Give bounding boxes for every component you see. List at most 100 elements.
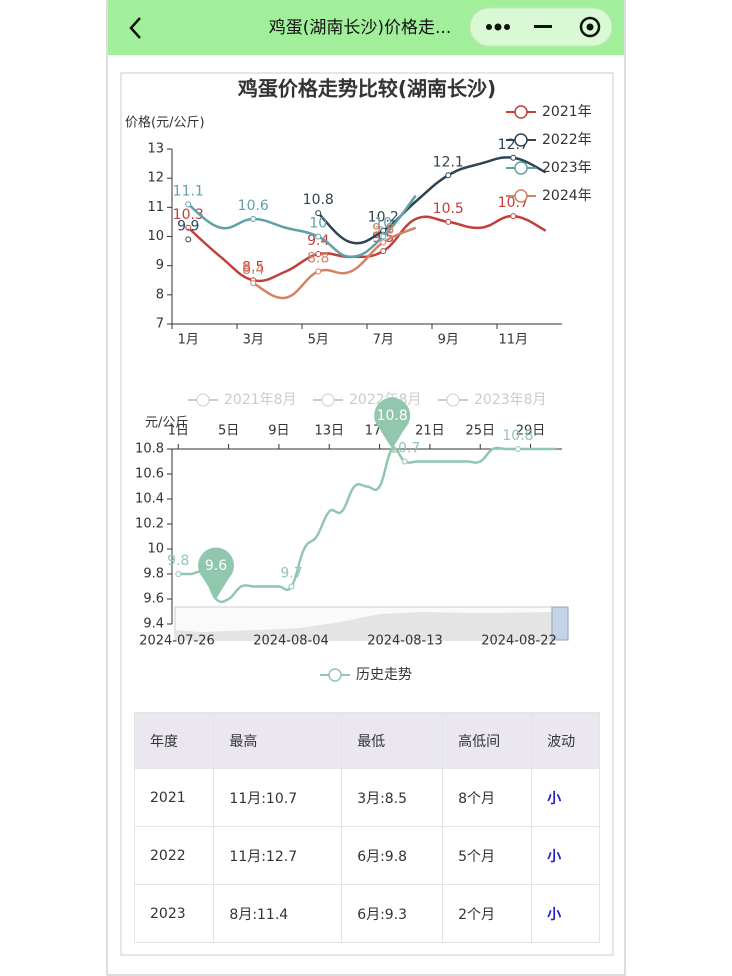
header-cell: 最高 xyxy=(213,712,343,769)
y-tick-label: 10.4 xyxy=(135,492,164,507)
point xyxy=(315,268,322,275)
value-label: 9.8 xyxy=(372,221,394,237)
more-button[interactable] xyxy=(486,23,510,31)
value-label: 8.4 xyxy=(242,262,264,278)
y-tick-label: 10.8 xyxy=(135,442,164,457)
x-tick-label: 3月 xyxy=(243,333,264,348)
table-cell: 3月:8.5 xyxy=(341,768,444,827)
cell-text: 2个月 xyxy=(458,906,496,923)
x-tick-label: 1日 xyxy=(168,424,189,439)
point xyxy=(380,248,387,255)
table-row: 2023 8月:11.4 6月:9.3 2个月 小 xyxy=(133,884,600,943)
cell-text: 2021 xyxy=(150,789,186,806)
table-cell: 小 xyxy=(531,884,600,943)
value-label: 10.2 xyxy=(368,210,399,226)
point xyxy=(401,458,408,465)
value-label: 10 xyxy=(309,216,327,232)
volatility-flag: 小 xyxy=(547,906,562,923)
point xyxy=(380,227,387,234)
y-tick-label: 9.4 xyxy=(143,617,164,632)
cell-text: 6月:9.8 xyxy=(357,848,408,865)
close-button[interactable] xyxy=(579,16,601,38)
table-cell: 2023 xyxy=(133,884,215,943)
legend-marker xyxy=(328,668,342,682)
y-tick-label: 11 xyxy=(147,200,164,215)
x-tick-label: 25日 xyxy=(465,424,495,439)
y-axis-label: 元/公斤 xyxy=(145,416,188,431)
cell-text: 8月:11.4 xyxy=(229,906,289,923)
cell-text: 5个月 xyxy=(458,848,496,865)
point xyxy=(315,210,322,217)
header-cell: 高低间 xyxy=(442,712,533,769)
y-tick-label: 7 xyxy=(156,317,164,332)
legend-label: 2021年 xyxy=(542,104,592,120)
cell-text: 2022 xyxy=(150,847,186,864)
legend-marker xyxy=(514,161,528,175)
x-tick-label: 29日 xyxy=(516,424,546,439)
y-axis-label: 价格(元/公斤) xyxy=(125,115,205,131)
table-cell: 11月:10.7 xyxy=(213,768,343,827)
minimize-button[interactable] xyxy=(534,25,552,28)
value-label: 9.7 xyxy=(280,566,302,582)
cell-text: 2023 xyxy=(150,905,186,922)
table-cell: 2个月 xyxy=(442,884,533,943)
table-cell: 8月:11.4 xyxy=(213,884,343,943)
x-tick-label: 9日 xyxy=(268,424,289,439)
value-label: 10.7 xyxy=(389,441,420,457)
series-line xyxy=(317,156,547,245)
series-line xyxy=(252,226,417,300)
x-tick-label: 21日 xyxy=(415,424,445,439)
table-cell: 5个月 xyxy=(442,826,533,885)
legend-marker xyxy=(446,393,460,407)
zoom-label: 2024-07-26 xyxy=(139,634,215,649)
zoom-handle xyxy=(551,606,569,641)
point xyxy=(315,251,322,257)
zoom-label: 2024-08-22 xyxy=(481,634,557,649)
header-cell: 最低 xyxy=(341,712,444,769)
x-tick-label: 1月 xyxy=(178,333,199,348)
value-label: 10.8 xyxy=(303,192,334,208)
point xyxy=(315,233,322,240)
value-label: 10 xyxy=(374,216,392,232)
table-cell: 2022 xyxy=(133,826,215,885)
value-label: 8.5 xyxy=(242,259,264,275)
point xyxy=(185,236,192,243)
point xyxy=(185,201,192,208)
header-cell: 年度 xyxy=(133,712,215,769)
table-row: 2022 11月:12.7 6月:9.8 5个月 小 xyxy=(133,826,600,885)
point xyxy=(445,172,452,179)
y-tick-label: 13 xyxy=(147,142,164,157)
series-line xyxy=(187,194,417,259)
value-label: 11.1 xyxy=(173,183,204,199)
y-tick-label: 9.8 xyxy=(143,567,164,582)
y-tick-label: 8 xyxy=(156,287,164,302)
legend-label: 2023年8月 xyxy=(474,392,547,408)
cell-text: 8个月 xyxy=(458,790,496,807)
point xyxy=(250,216,257,222)
back-button[interactable] xyxy=(129,17,141,39)
point xyxy=(175,571,182,577)
table-cell: 小 xyxy=(531,768,600,827)
zoom-label: 2024-08-04 xyxy=(253,634,329,649)
x-tick-label: 9月 xyxy=(438,333,459,348)
point xyxy=(514,446,521,452)
table-cell: 小 xyxy=(531,826,600,885)
value-label: 9.8 xyxy=(167,553,189,569)
value-label: 10.8 xyxy=(502,428,533,444)
point xyxy=(510,213,517,220)
legend-marker xyxy=(514,189,528,203)
mark-pin-label: 9.6 xyxy=(205,558,227,574)
x-tick-label: 5日 xyxy=(218,424,239,439)
cell-text: 3月:8.5 xyxy=(357,790,408,807)
mark-pin xyxy=(374,397,411,449)
header-cell: 波动 xyxy=(531,712,600,769)
point xyxy=(185,224,192,231)
mark-pin-label: 10.8 xyxy=(377,408,408,424)
value-label: 10.6 xyxy=(238,198,269,214)
nav-title: 鸡蛋(湖南长沙)价格走... xyxy=(269,18,451,38)
table-row: 2021 11月:10.7 3月:8.5 8个月 小 xyxy=(133,768,600,827)
x-tick-label: 7月 xyxy=(373,333,394,348)
value-label: 8.8 xyxy=(307,251,329,267)
point xyxy=(380,233,387,240)
